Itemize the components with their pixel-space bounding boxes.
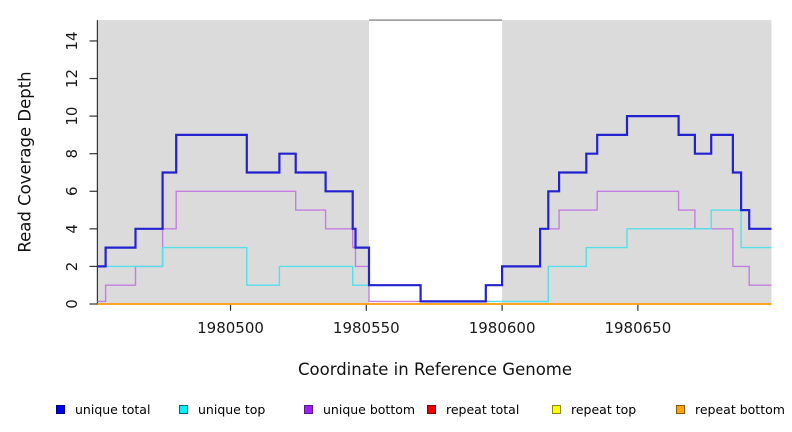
x-tick-label: 1980550 [333, 319, 400, 337]
alignable-region-shade [502, 20, 772, 304]
gap-top-border [369, 19, 503, 21]
alignable-region-shade [98, 20, 370, 304]
y-tick-label: 6 [63, 186, 81, 196]
y-tick-label: 8 [63, 149, 81, 159]
y-tick-label: 14 [63, 31, 81, 50]
x-axis-title: Coordinate in Reference Genome [297, 360, 573, 379]
y-axis-title: Read Coverage Depth [15, 71, 35, 253]
y-tick-label: 12 [63, 69, 81, 88]
x-tick-label: 1980500 [197, 319, 264, 337]
y-tick-label: 4 [63, 224, 81, 234]
y-tick-label: 0 [63, 299, 81, 309]
series-line-unique-total [97, 114, 772, 303]
x-tick-label: 1980650 [604, 319, 671, 337]
y-tick-label: 2 [63, 262, 81, 272]
y-tick-label: 10 [63, 107, 81, 126]
x-tick-label: 1980600 [469, 319, 536, 337]
